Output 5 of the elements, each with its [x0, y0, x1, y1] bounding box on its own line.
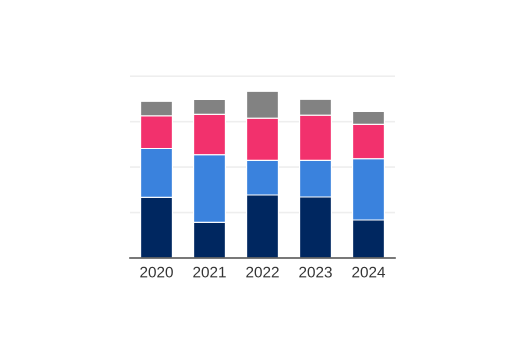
x-tick-label: 2023	[299, 266, 332, 278]
x-tick-label: 2021	[193, 266, 226, 278]
x-tick-label: 2020	[140, 266, 173, 278]
x-tick-label: 2024	[352, 266, 386, 278]
x-tick-label: 2022	[246, 266, 279, 278]
